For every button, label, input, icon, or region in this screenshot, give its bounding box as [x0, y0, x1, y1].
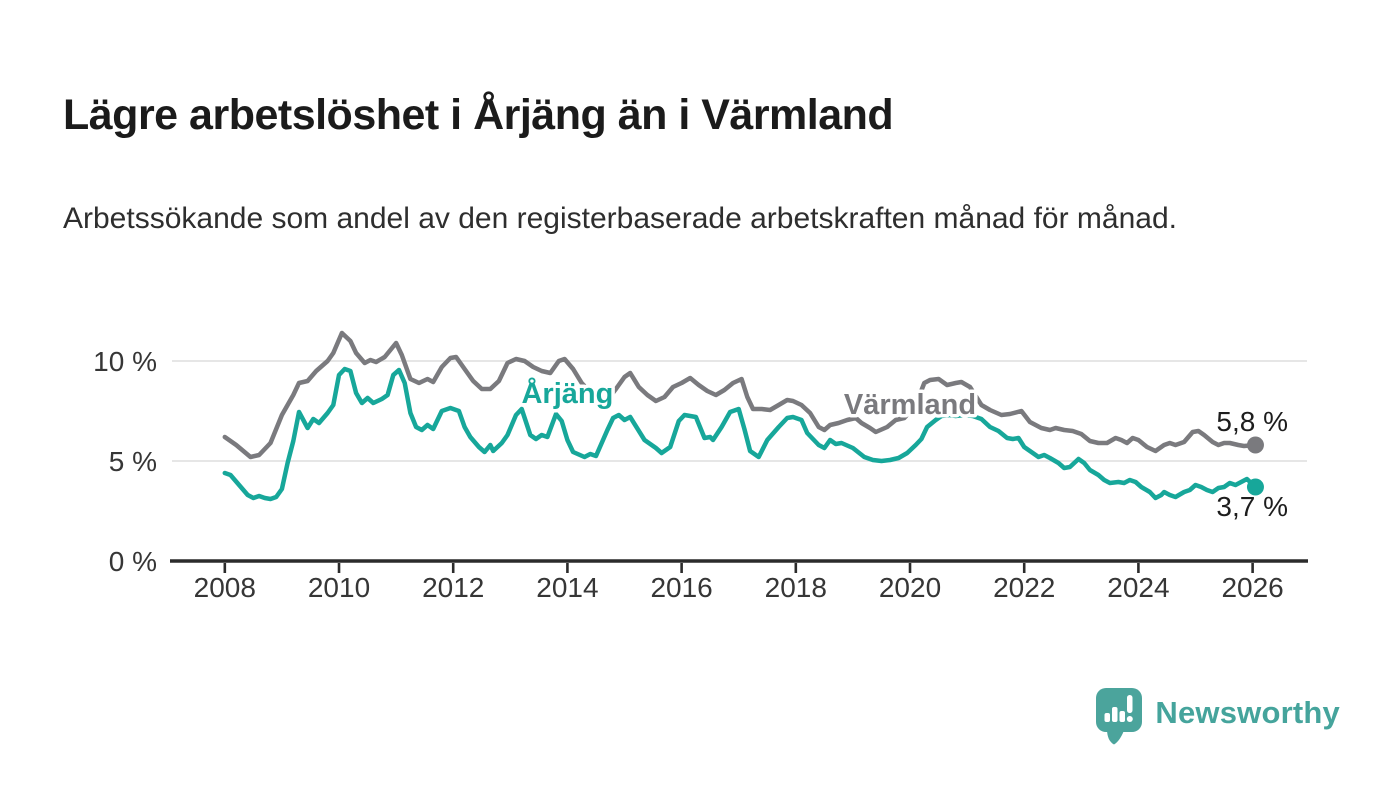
x-axis-label-2024: 2024 [1107, 572, 1169, 603]
end-value-label-1: 3,7 % [1216, 491, 1288, 522]
x-axis-label-2012: 2012 [422, 572, 484, 603]
series-end-dot-värmland [1246, 436, 1264, 454]
series-label-årjäng: Årjäng [521, 377, 613, 410]
series-line-årjäng [222, 366, 1258, 502]
page-title: Lägre arbetslöshet i Årjäng än i Värmlan… [63, 90, 894, 139]
series-end-dot-årjäng [1246, 478, 1264, 496]
end-value-label-0: 5,8 % [1216, 406, 1288, 437]
x-axis-label-2010: 2010 [308, 572, 370, 603]
y-axis-label-10: 10 % [93, 346, 157, 377]
brand-name: Newsworthy [1155, 695, 1340, 730]
newsworthy-bubble-chart-icon [1096, 688, 1143, 745]
x-axis-label-2018: 2018 [765, 572, 827, 603]
y-axis-label-0: 0 % [109, 546, 157, 577]
x-axis-label-2020: 2020 [879, 572, 941, 603]
x-axis-label-2016: 2016 [650, 572, 712, 603]
y-axis-label-5: 5 % [109, 446, 157, 477]
x-axis-label-2008: 2008 [194, 572, 256, 603]
x-axis-label-2022: 2022 [993, 572, 1055, 603]
series-line-värmland [222, 330, 1258, 460]
x-axis-label-2026: 2026 [1221, 572, 1283, 603]
series-label-värmland: Värmland [844, 389, 976, 421]
x-axis-label-2014: 2014 [536, 572, 598, 603]
newsworthy-logo: Newsworthy [1094, 686, 1340, 746]
chart-subtitle: Arbetssökande som andel av den registerb… [63, 202, 1177, 235]
